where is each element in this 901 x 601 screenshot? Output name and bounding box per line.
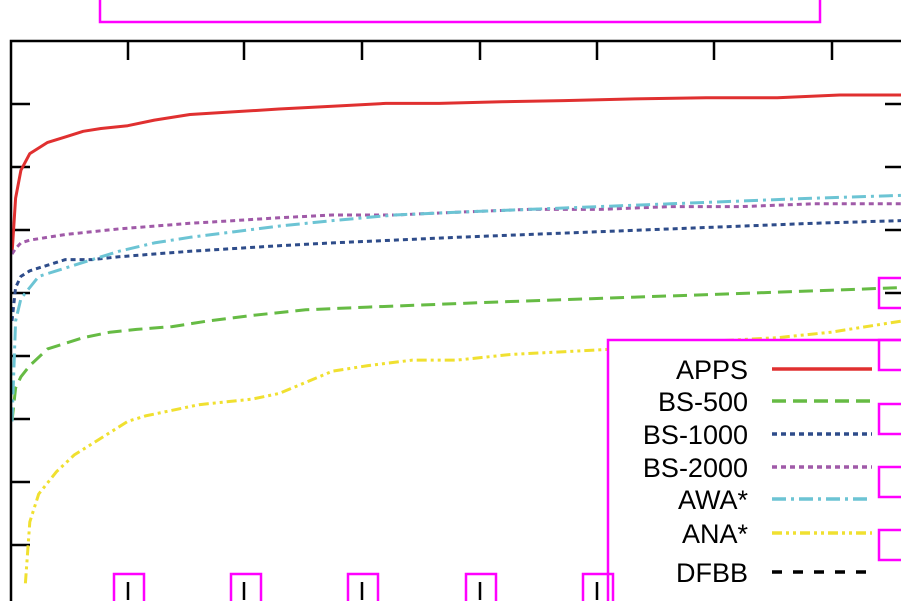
legend-label: APPS (676, 355, 748, 385)
tick-highlight-boxes (112, 276, 901, 601)
legend-label: BS-500 (658, 387, 748, 417)
series-line-awa- (10, 193, 901, 422)
series-line-apps (10, 93, 901, 255)
plot-area (9, 39, 901, 601)
bottom-tick-highlight-box (581, 572, 615, 601)
series-line-bs-500 (10, 286, 901, 422)
right-tick-highlight-box (877, 338, 901, 372)
right-tick-highlight-box (877, 465, 901, 499)
bottom-tick-highlight-box (464, 572, 498, 601)
series-lines (10, 93, 901, 584)
right-tick-highlight-box (877, 402, 901, 436)
bottom-tick-highlight-box (112, 572, 146, 601)
legend-label: BS-2000 (643, 453, 748, 483)
legend-label: DFBB (676, 558, 748, 588)
plot-frame (9, 39, 901, 601)
series-line-bs-1000 (10, 219, 901, 322)
title-highlight-box (98, 0, 822, 24)
bottom-tick-highlight-box (229, 572, 263, 601)
bottom-tick-highlight-box (346, 572, 380, 601)
right-tick-highlight-box (877, 276, 901, 310)
series-line-bs-2000 (10, 202, 901, 255)
legend-box (606, 338, 901, 601)
legend-label: BS-1000 (643, 420, 748, 450)
right-tick-highlight-box (877, 528, 901, 562)
legend-label: AWA* (678, 485, 748, 515)
legend-label: ANA* (682, 519, 749, 549)
